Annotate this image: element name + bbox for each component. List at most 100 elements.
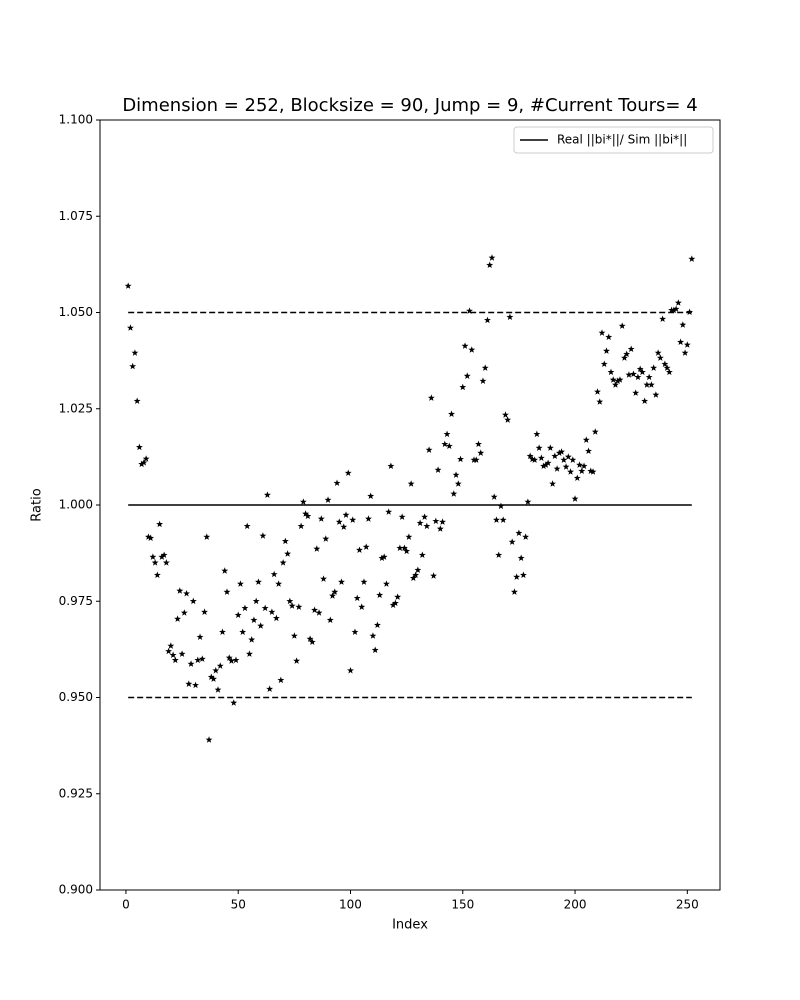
point [223,588,231,595]
point [445,442,453,450]
point [201,608,208,615]
point [205,736,213,743]
point [540,462,548,470]
point [414,566,422,573]
point [162,559,170,566]
point [504,416,512,423]
point [315,609,323,616]
point [454,480,462,487]
point [138,460,146,468]
point [654,349,662,356]
point [607,368,615,376]
point [677,338,685,346]
point [324,496,332,503]
point [252,597,260,605]
point [612,381,619,388]
point [308,638,316,645]
point [495,551,503,558]
point [360,578,368,585]
point [634,373,642,381]
point [609,376,617,383]
point [387,462,395,470]
point [549,480,557,487]
point [493,516,500,523]
point [683,341,691,348]
point [228,657,235,664]
point [443,430,451,438]
point [302,510,310,517]
point [239,628,247,635]
point [647,381,655,388]
point [497,502,505,510]
point [627,345,635,352]
point [531,456,539,463]
point [409,574,417,582]
point [643,381,651,388]
point [463,372,471,379]
point [573,474,581,481]
point [416,519,424,527]
point [598,329,606,336]
point [405,533,413,540]
point [329,592,336,599]
point [275,580,283,587]
point [506,313,514,321]
point [135,443,143,451]
point [439,518,446,525]
point [542,461,550,468]
point [306,635,314,642]
point [365,515,372,522]
point [407,480,415,487]
point [340,523,348,530]
y-tick-label: 1.000 [59,498,93,512]
point [434,466,442,473]
point [248,636,256,643]
y-tick-label: 1.050 [59,305,93,319]
point [499,516,507,523]
y-tick-label: 1.025 [59,401,93,415]
point [257,622,265,629]
point [286,597,294,605]
point [277,676,285,684]
point [196,633,204,640]
point [535,444,543,451]
point [486,261,494,269]
point [232,656,240,664]
point [338,578,345,585]
point [418,551,426,558]
point [320,575,327,582]
point [383,580,390,587]
point [650,364,658,371]
point [603,347,610,354]
point [663,364,671,371]
point [457,455,464,463]
point [270,570,278,578]
point [219,628,226,635]
point [203,533,211,540]
point [304,512,312,520]
point [210,675,217,682]
point [450,490,458,497]
point [481,364,489,371]
point [176,587,184,594]
point [412,571,420,578]
chart-title: Dimension = 252, Blocksize = 90, Jump = … [122,95,697,116]
point [625,371,633,378]
point [207,673,215,681]
point [688,255,696,262]
point [490,493,498,500]
point [441,440,449,448]
point [519,571,527,578]
point [645,373,653,381]
point [246,650,253,657]
point [448,410,455,418]
point [356,546,363,553]
point [214,686,222,693]
point [632,389,640,396]
point [423,522,431,530]
point [394,593,402,600]
point [261,604,269,612]
point [371,646,379,654]
point [430,572,437,579]
